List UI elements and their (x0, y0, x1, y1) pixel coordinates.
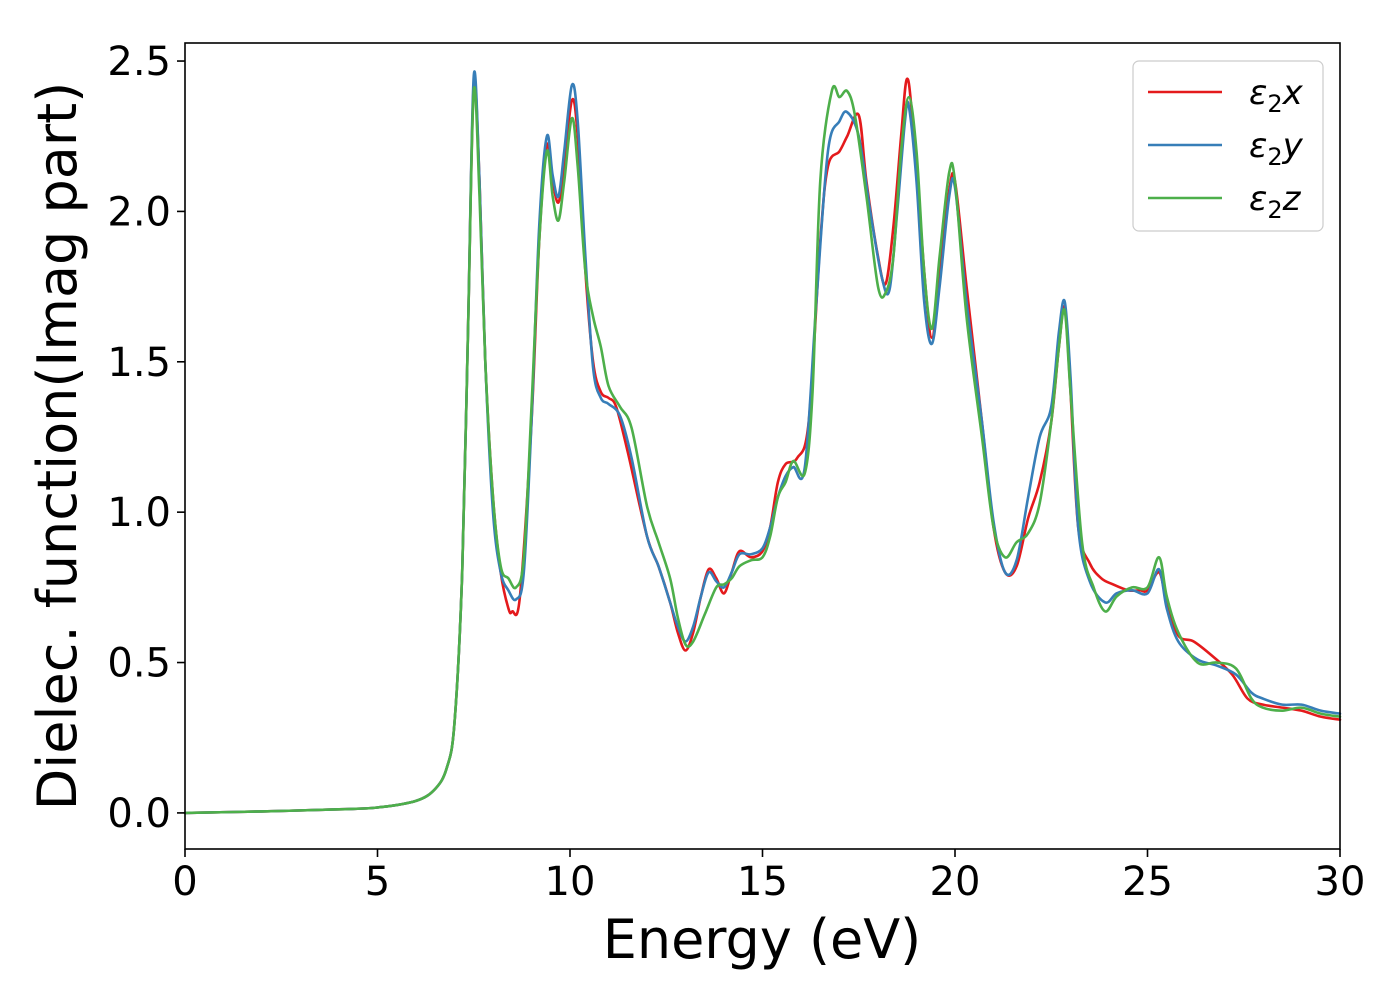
y-axis-ticks: 0.0 0.5 1.0 1.5 2.0 2.5 (107, 39, 185, 837)
legend-label-y: ε2y (1249, 126, 1304, 171)
series-line-epsilon2z (183, 84, 1342, 815)
x-tick-label: 30 (1315, 859, 1366, 905)
x-tick-label: 0 (172, 859, 197, 905)
y-tick-label: 0.0 (107, 791, 171, 837)
legend-box (1132, 60, 1324, 232)
series-layer (183, 70, 1342, 815)
x-tick-label: 5 (365, 859, 390, 905)
x-tick-label: 20 (930, 859, 981, 905)
y-tick-label: 2.5 (107, 39, 171, 85)
x-axis-title: Energy (eV) (603, 908, 922, 971)
x-tick-label: 25 (1122, 859, 1173, 905)
x-tick-label: 15 (737, 859, 788, 905)
y-tick-label: 1.0 (107, 490, 171, 536)
y-axis-title: Dielec. function(Imag part) (26, 82, 89, 811)
y-tick-label: 2.0 (107, 189, 171, 235)
legend-label-x: ε2x (1249, 73, 1304, 118)
y-tick-label: 0.5 (107, 641, 171, 687)
x-axis-ticks: 0 5 10 15 20 25 30 (172, 849, 1365, 905)
x-tick-label: 10 (545, 859, 596, 905)
legend: ε2x ε2y ε2z (1132, 60, 1324, 232)
legend-item-y: ε2y (1148, 126, 1304, 171)
legend-label-z: ε2z (1249, 179, 1302, 224)
legend-item-x: ε2x (1148, 73, 1304, 118)
legend-item-z: ε2z (1148, 179, 1302, 224)
y-tick-label: 1.5 (107, 340, 171, 386)
